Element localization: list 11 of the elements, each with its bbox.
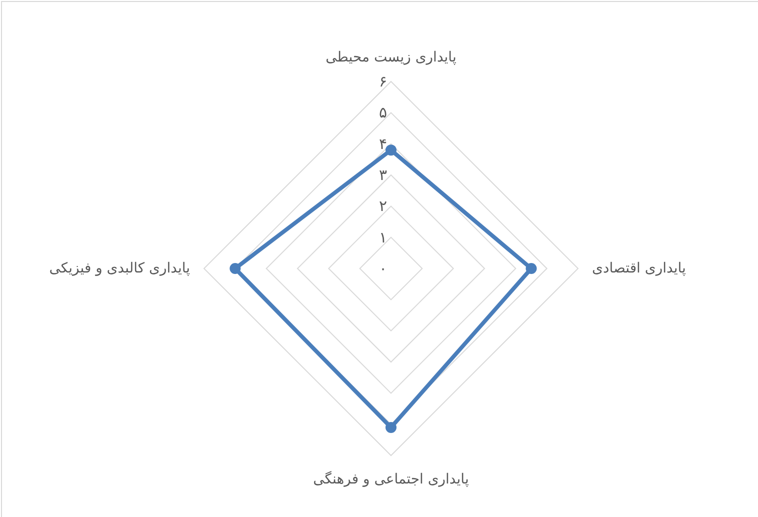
- y-tick-label: ۴: [378, 134, 388, 153]
- spoke-label: پایداری کالبدی و فیزیکی: [49, 260, 190, 276]
- y-tick-label: ۱: [378, 228, 388, 246]
- y-tick-label: ۶: [378, 72, 388, 90]
- y-tick-label: ۰: [378, 260, 388, 278]
- y-tick-label: ۲: [378, 197, 388, 216]
- y-tick-label: ۳: [378, 166, 388, 184]
- spoke-label: پایداری اجتماعی و فرهنگی: [313, 470, 469, 488]
- spoke-label: پایداری اقتصادی: [592, 260, 686, 276]
- y-tick-label: ۵: [378, 104, 388, 122]
- spoke-label: پایداری زیست محیطی: [326, 50, 456, 66]
